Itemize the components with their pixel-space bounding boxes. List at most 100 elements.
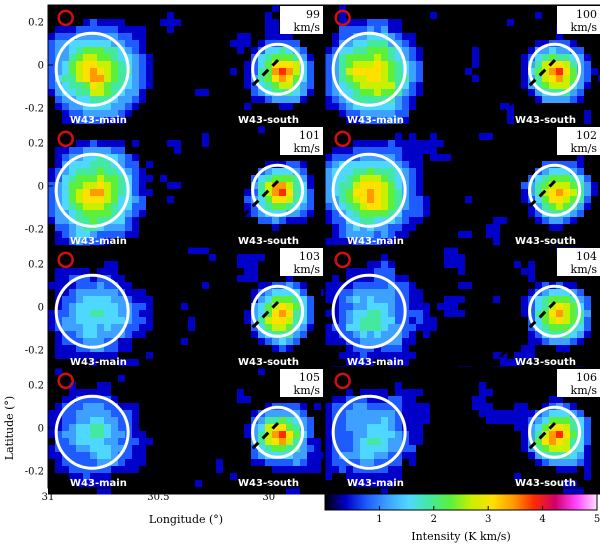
map-pixel bbox=[209, 275, 217, 283]
velocity-label-box bbox=[280, 248, 323, 276]
map-pixel bbox=[251, 217, 259, 225]
velocity-unit: km/s bbox=[294, 21, 321, 34]
map-pixel bbox=[118, 424, 126, 432]
map-pixel bbox=[451, 54, 459, 62]
map-pixel bbox=[542, 19, 550, 27]
map-pixel bbox=[223, 61, 231, 69]
map-pixel bbox=[458, 303, 466, 311]
map-pixel bbox=[272, 231, 280, 239]
map-pixel bbox=[132, 133, 140, 141]
map-pixel bbox=[160, 368, 168, 376]
map-pixel bbox=[132, 368, 140, 376]
map-pixel bbox=[223, 19, 231, 27]
map-pixel bbox=[598, 289, 600, 297]
map-pixel bbox=[325, 175, 333, 183]
map-pixel bbox=[265, 82, 273, 90]
map-pixel bbox=[195, 261, 203, 269]
map-pixel bbox=[174, 154, 182, 162]
map-pixel bbox=[381, 210, 389, 218]
map-pixel bbox=[188, 33, 196, 41]
map-pixel bbox=[244, 310, 252, 318]
map-pixel bbox=[563, 345, 571, 353]
map-pixel bbox=[118, 5, 126, 13]
map-pixel bbox=[314, 324, 322, 332]
map-pixel bbox=[598, 168, 600, 176]
map-pixel bbox=[549, 238, 557, 246]
map-pixel bbox=[237, 12, 245, 20]
map-pixel bbox=[48, 254, 56, 262]
map-pixel bbox=[444, 247, 452, 255]
map-pixel bbox=[591, 175, 599, 183]
map-pixel bbox=[146, 203, 154, 211]
map-pixel bbox=[458, 352, 466, 360]
map-pixel bbox=[125, 82, 133, 90]
map-pixel bbox=[62, 217, 70, 225]
map-pixel bbox=[465, 203, 473, 211]
map-pixel bbox=[374, 154, 382, 162]
map-pixel bbox=[332, 238, 340, 246]
map-pixel bbox=[230, 68, 238, 76]
map-pixel bbox=[563, 117, 571, 125]
map-pixel bbox=[111, 459, 119, 467]
map-pixel bbox=[97, 168, 105, 176]
map-pixel bbox=[146, 217, 154, 225]
map-pixel bbox=[430, 247, 438, 255]
map-pixel bbox=[402, 296, 410, 304]
map-pixel bbox=[188, 303, 196, 311]
map-pixel bbox=[300, 175, 308, 183]
map-pixel bbox=[160, 103, 168, 111]
map-pixel bbox=[374, 33, 382, 41]
map-pixel bbox=[556, 310, 564, 318]
map-pixel bbox=[395, 117, 403, 125]
map-pixel bbox=[472, 238, 480, 246]
map-pixel bbox=[237, 317, 245, 325]
map-pixel bbox=[584, 331, 592, 339]
map-pixel bbox=[146, 324, 154, 332]
map-pixel bbox=[230, 359, 238, 367]
map-pixel bbox=[591, 352, 599, 360]
map-pixel bbox=[437, 168, 445, 176]
map-pixel bbox=[237, 133, 245, 141]
map-pixel bbox=[97, 375, 105, 383]
map-pixel bbox=[251, 254, 259, 262]
map-pixel bbox=[160, 445, 168, 453]
map-pixel bbox=[244, 40, 252, 48]
map-pixel bbox=[104, 182, 112, 190]
map-pixel bbox=[472, 196, 480, 204]
map-pixel bbox=[437, 68, 445, 76]
map-pixel bbox=[325, 217, 333, 225]
map-pixel bbox=[367, 75, 375, 83]
map-pixel bbox=[251, 189, 259, 197]
map-pixel bbox=[258, 61, 266, 69]
map-pixel bbox=[244, 487, 252, 495]
map-pixel bbox=[556, 359, 564, 367]
map-pixel bbox=[325, 117, 333, 125]
map-pixel bbox=[521, 75, 529, 83]
map-pixel bbox=[286, 324, 294, 332]
map-pixel bbox=[139, 175, 147, 183]
map-pixel bbox=[360, 189, 368, 197]
map-pixel bbox=[500, 126, 508, 134]
map-pixel bbox=[48, 247, 56, 255]
map-pixel bbox=[542, 352, 550, 360]
map-pixel bbox=[153, 459, 161, 467]
map-pixel bbox=[500, 217, 508, 225]
map-pixel bbox=[55, 47, 63, 55]
map-pixel bbox=[465, 345, 473, 353]
map-pixel bbox=[395, 203, 403, 211]
map-pixel bbox=[202, 224, 210, 232]
map-pixel bbox=[479, 154, 487, 162]
map-pixel bbox=[458, 54, 466, 62]
w43-south-label: W43-south bbox=[515, 115, 576, 126]
map-pixel bbox=[388, 310, 396, 318]
map-pixel bbox=[216, 54, 224, 62]
map-pixel bbox=[62, 275, 70, 283]
map-pixel bbox=[202, 282, 210, 290]
map-pixel bbox=[90, 247, 98, 255]
map-pixel bbox=[69, 247, 77, 255]
map-pixel bbox=[251, 382, 259, 390]
velocity-unit: km/s bbox=[571, 263, 598, 276]
map-pixel bbox=[69, 161, 77, 169]
map-pixel bbox=[507, 352, 515, 360]
map-pixel bbox=[230, 403, 238, 411]
